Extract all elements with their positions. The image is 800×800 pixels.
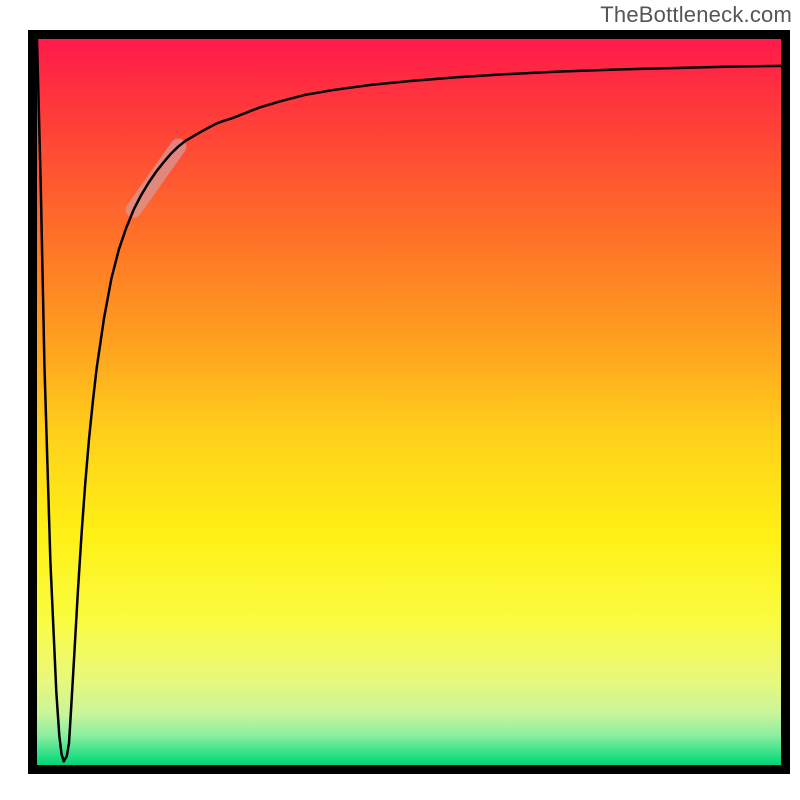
bottleneck-plot xyxy=(0,0,800,800)
chart-container: TheBottleneck.com xyxy=(0,0,800,800)
gradient-background xyxy=(37,39,781,765)
watermark-text: TheBottleneck.com xyxy=(600,2,792,28)
